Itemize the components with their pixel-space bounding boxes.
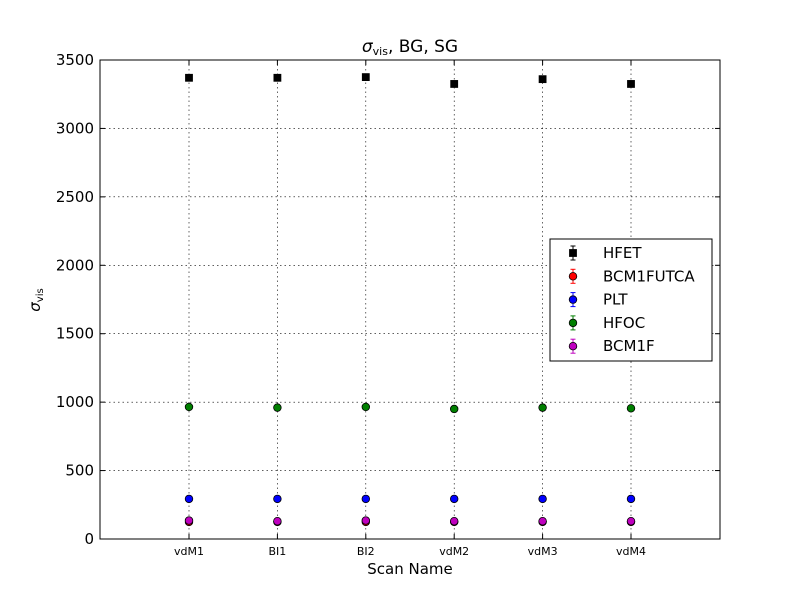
point-bcm1f [450, 517, 459, 526]
x-axis-ticks: vdM1 BI1 BI2 vdM2 vdM3 vdM4 [174, 60, 646, 558]
legend-label-bcm1f: BCM1F [603, 337, 655, 355]
point-hfet [538, 75, 547, 84]
point-hfoc [184, 402, 194, 412]
x-tick-label: vdM2 [439, 545, 469, 558]
y-tick-label: 2000 [56, 256, 94, 274]
point-hfoc [626, 404, 636, 413]
point-hfet [627, 80, 635, 88]
y-tick-label: 1500 [56, 325, 94, 343]
point-plt [184, 494, 194, 504]
point-hfet [450, 80, 459, 88]
legend-label-bcm1futca: BCM1FUTCA [603, 267, 695, 285]
y-tick-label: 500 [65, 462, 94, 480]
legend-marker-bcm1futca [568, 272, 578, 281]
x-tick-label: BI1 [269, 545, 287, 558]
point-plt [538, 494, 547, 504]
y-axis-ticks: 0 500 1000 1500 2000 2500 3000 3500 [56, 51, 720, 548]
legend-marker-bcm1f [568, 342, 578, 351]
legend: HFET BCM1FUTCA PLT HFOC BCM1F [549, 238, 713, 362]
point-plt [626, 494, 636, 504]
point-plt [273, 494, 282, 504]
x-tick-label: vdM4 [616, 545, 646, 558]
legend-marker-hfoc [568, 318, 578, 328]
x-tick-label: vdM1 [174, 545, 204, 558]
legend-marker-hfet [569, 249, 577, 257]
y-tick-label: 2500 [56, 188, 94, 206]
x-tick-label: BI2 [357, 545, 375, 558]
y-label-subscript: vis [35, 288, 46, 302]
y-label-symbol: σ [26, 302, 44, 312]
y-tick-label: 3500 [56, 51, 94, 69]
x-tick-label: vdM3 [528, 545, 558, 558]
point-hfet [185, 73, 193, 82]
point-plt [450, 494, 459, 504]
point-hfet [273, 73, 282, 82]
legend-label-plt: PLT [603, 291, 628, 309]
y-tick-label: 3000 [56, 119, 94, 137]
title-suffix: , BG, SG [388, 37, 458, 57]
point-bcm1f [361, 516, 370, 525]
point-hfoc [361, 402, 370, 412]
point-bcm1f [626, 517, 636, 526]
data-marks [184, 73, 636, 527]
point-hfoc [450, 404, 459, 414]
point-bcm1f [273, 517, 282, 526]
y-tick-label: 0 [84, 530, 94, 548]
x-axis-label: Scan Name [367, 560, 453, 578]
point-hfoc [538, 403, 547, 412]
legend-marker-plt [568, 295, 578, 304]
point-bcm1f [538, 517, 547, 526]
point-plt [361, 494, 370, 504]
point-bcm1f [184, 516, 194, 525]
title-symbol: σ [362, 37, 374, 57]
title-subscript: vis [373, 45, 389, 58]
y-axis-label: σvis [26, 288, 46, 311]
point-hfet [361, 73, 370, 82]
legend-label-hfoc: HFOC [603, 314, 645, 332]
chart-title: σvis, BG, SG [362, 37, 458, 58]
point-hfoc [273, 403, 282, 412]
plot-frame [99, 59, 721, 540]
legend-label-hfet: HFET [603, 244, 642, 262]
y-tick-label: 1000 [56, 393, 94, 411]
